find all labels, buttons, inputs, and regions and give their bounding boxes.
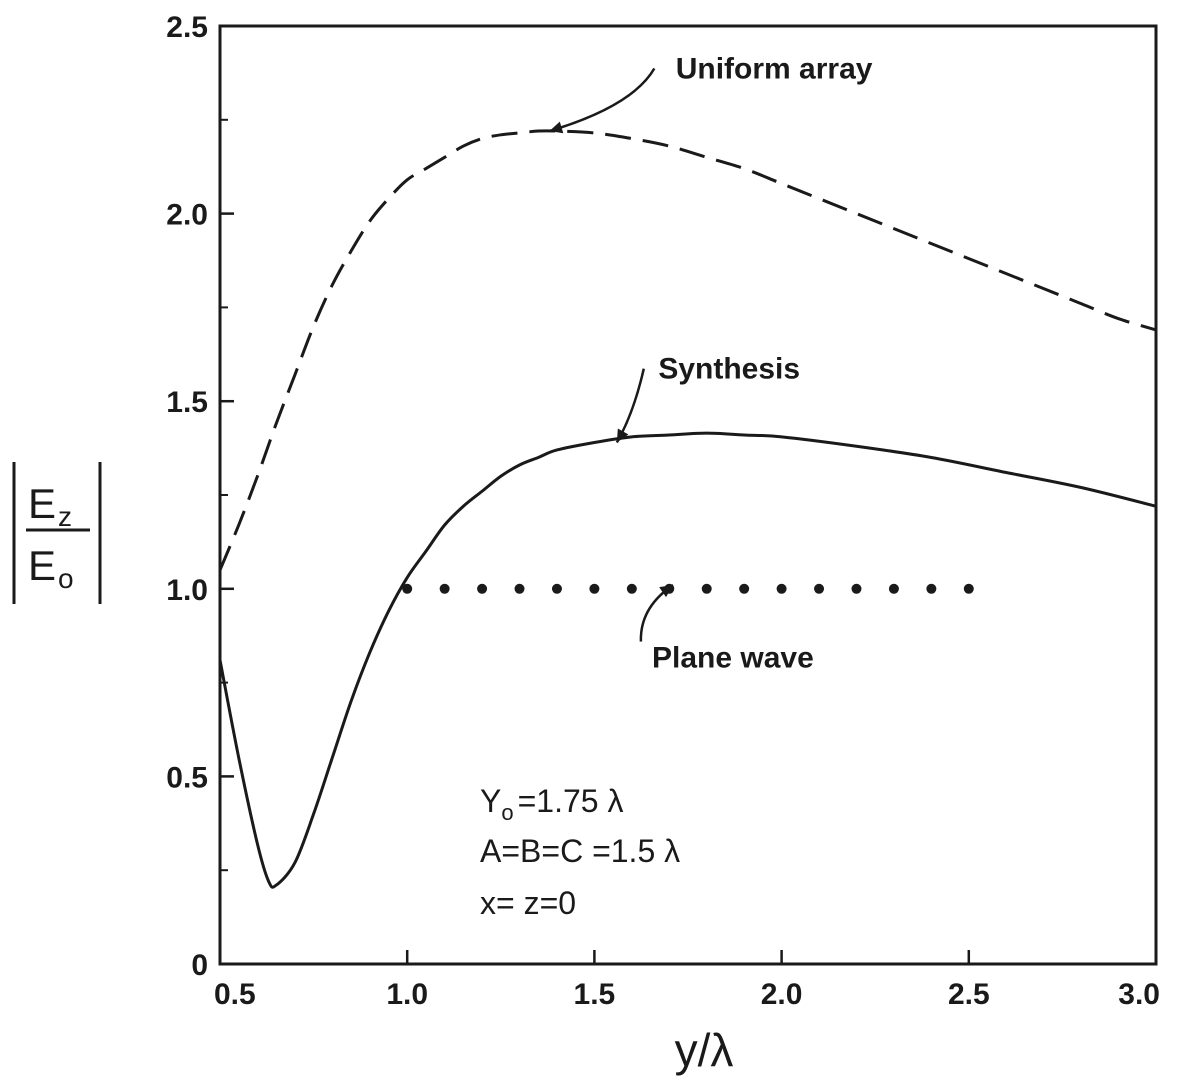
y-axis-label: E z E o bbox=[12, 462, 102, 604]
axis-ticks: 0.5 1.0 1.5 2.0 2.5 3.000.51.01.52.02.5 bbox=[166, 11, 1160, 1011]
plane-wave-point bbox=[851, 583, 862, 594]
x-tick-label: 1.0 bbox=[386, 978, 428, 1011]
x-tick-label: 1.5 bbox=[574, 978, 616, 1011]
uniform-pointer bbox=[549, 67, 656, 133]
y-tick-label: 2.0 bbox=[166, 199, 208, 232]
plane-arrowhead bbox=[659, 585, 674, 598]
param-yo-rest: =1.75 λ bbox=[518, 783, 624, 819]
param-xz: x= z=0 bbox=[480, 885, 576, 921]
param-abc: A=B=C =1.5 λ bbox=[480, 833, 680, 869]
plane-wave-point bbox=[589, 583, 600, 594]
y-tick-label: 0.5 bbox=[166, 761, 208, 794]
plane-wave-point bbox=[439, 583, 450, 594]
x-axis-label: y/λ bbox=[675, 1024, 734, 1076]
plot-axes bbox=[218, 24, 1158, 966]
x-tick-label: 2.0 bbox=[761, 978, 803, 1011]
parameter-block: Yo =1.75 λ A=B=C =1.5 λ x= z=0 bbox=[480, 783, 680, 921]
uniform-label: Uniform array bbox=[676, 53, 873, 86]
param-yo-sub: o bbox=[501, 800, 513, 825]
y-tick-label: 1.5 bbox=[166, 386, 208, 419]
y-tick-label: 2.5 bbox=[166, 11, 208, 44]
x-tick-label: 3.0 bbox=[1118, 978, 1160, 1011]
plane-wave-point bbox=[551, 583, 562, 594]
plane-wave-point bbox=[701, 583, 712, 594]
y-tick-label: 1.0 bbox=[166, 574, 208, 607]
plane-wave-point bbox=[402, 583, 413, 594]
synthesis-label: Synthesis bbox=[658, 353, 800, 386]
uniform-arrowhead bbox=[549, 121, 564, 134]
uniform-array-line bbox=[218, 129, 1157, 571]
plane-wave-point bbox=[776, 583, 787, 594]
plane-label: Plane wave bbox=[652, 642, 814, 675]
param-yo-main: Y bbox=[480, 783, 501, 819]
y-label-numerator: E bbox=[28, 480, 56, 527]
plot-frame bbox=[218, 24, 1158, 966]
plane-wave-point bbox=[963, 583, 974, 594]
plane-wave-point bbox=[626, 583, 637, 594]
y-label-numerator-sub: z bbox=[58, 501, 72, 532]
plot-curves bbox=[218, 129, 1157, 889]
x-tick-label: 2.5 bbox=[948, 978, 990, 1011]
plane-wave-point bbox=[739, 583, 750, 594]
param-yo: Yo =1.75 λ bbox=[480, 783, 623, 825]
plane-wave-point bbox=[888, 583, 899, 594]
y-label-denominator-sub: o bbox=[58, 563, 74, 594]
synthesis-arrowhead bbox=[616, 428, 629, 443]
plane-wave-point bbox=[514, 583, 525, 594]
y-label-denominator: E bbox=[28, 542, 56, 589]
plane-wave-point bbox=[477, 583, 488, 594]
synthesis-line bbox=[218, 431, 1157, 889]
y-tick-label: 0 bbox=[191, 949, 208, 982]
x-tick-label: 0.5 bbox=[214, 978, 256, 1011]
annotations: Uniform array Synthesis Plane wave bbox=[549, 53, 873, 675]
plane-wave-point bbox=[926, 583, 937, 594]
plane-wave-point bbox=[814, 583, 825, 594]
